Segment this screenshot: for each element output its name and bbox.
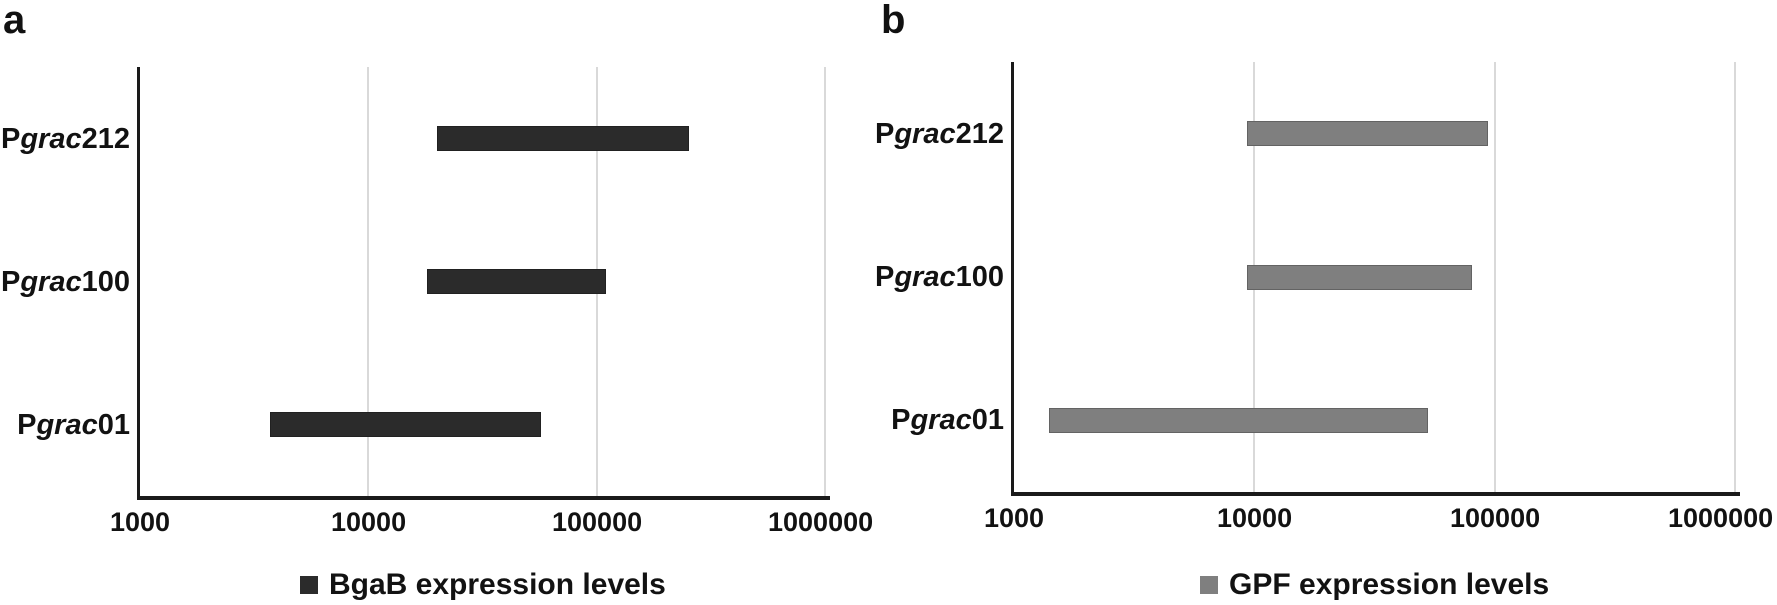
bar-pgrac100 xyxy=(427,269,606,294)
legend-label-gpf: GPF expression levels xyxy=(1229,568,1550,601)
y-axis-line xyxy=(1011,62,1014,496)
legend-a: BgaB expression levels xyxy=(300,570,666,600)
bar-pgrac212 xyxy=(437,126,689,151)
legend-swatch-gpf xyxy=(1200,576,1218,594)
gridline-1000000 xyxy=(1734,62,1736,492)
gridline-1000000 xyxy=(824,67,826,496)
gridline-10000 xyxy=(367,67,369,496)
x-tick-label-1000000: 1000000 xyxy=(1668,503,1774,533)
y-axis-line xyxy=(137,67,140,500)
x-tick-label-1000: 1000 xyxy=(110,507,171,537)
legend-b: GPF expression levels xyxy=(1200,570,1549,600)
x-tick-label-1000000: 1000000 xyxy=(768,507,874,537)
legend-swatch-bgab xyxy=(300,576,318,594)
x-tick-label-100000: 100000 xyxy=(552,507,643,537)
x-tick-label-10000: 10000 xyxy=(331,507,407,537)
panel-letter-a: a xyxy=(3,0,26,42)
gridline-100000 xyxy=(1494,62,1496,492)
bar-pgrac01 xyxy=(1049,408,1428,433)
x-tick-label-100000: 100000 xyxy=(1450,503,1541,533)
x-tick-label-1000: 1000 xyxy=(984,503,1045,533)
bar-pgrac212 xyxy=(1247,121,1488,146)
x-axis-line xyxy=(137,496,830,500)
bar-pgrac100 xyxy=(1247,265,1472,290)
legend-label-bgab: BgaB expression levels xyxy=(329,568,666,601)
x-tick-label-10000: 10000 xyxy=(1217,503,1293,533)
x-axis-line xyxy=(1011,492,1740,496)
bar-pgrac01 xyxy=(270,412,541,437)
panel-letter-b: b xyxy=(881,0,906,42)
